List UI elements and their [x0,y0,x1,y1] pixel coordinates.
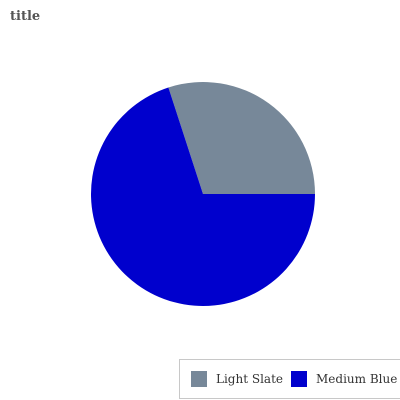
legend: Light Slate Medium Blue [179,359,400,399]
legend-item-light-slate: Light Slate [191,371,283,387]
pie-slice-light-slate [168,81,315,194]
legend-swatch-light-slate [191,371,207,387]
chart-title: title [10,9,41,24]
legend-label-light-slate: Light Slate [216,372,283,386]
legend-item-medium-blue: Medium Blue [291,371,397,387]
pie-slice-medium-blue [91,87,315,307]
legend-label-medium-blue: Medium Blue [316,372,398,386]
legend-swatch-medium-blue [291,371,307,387]
